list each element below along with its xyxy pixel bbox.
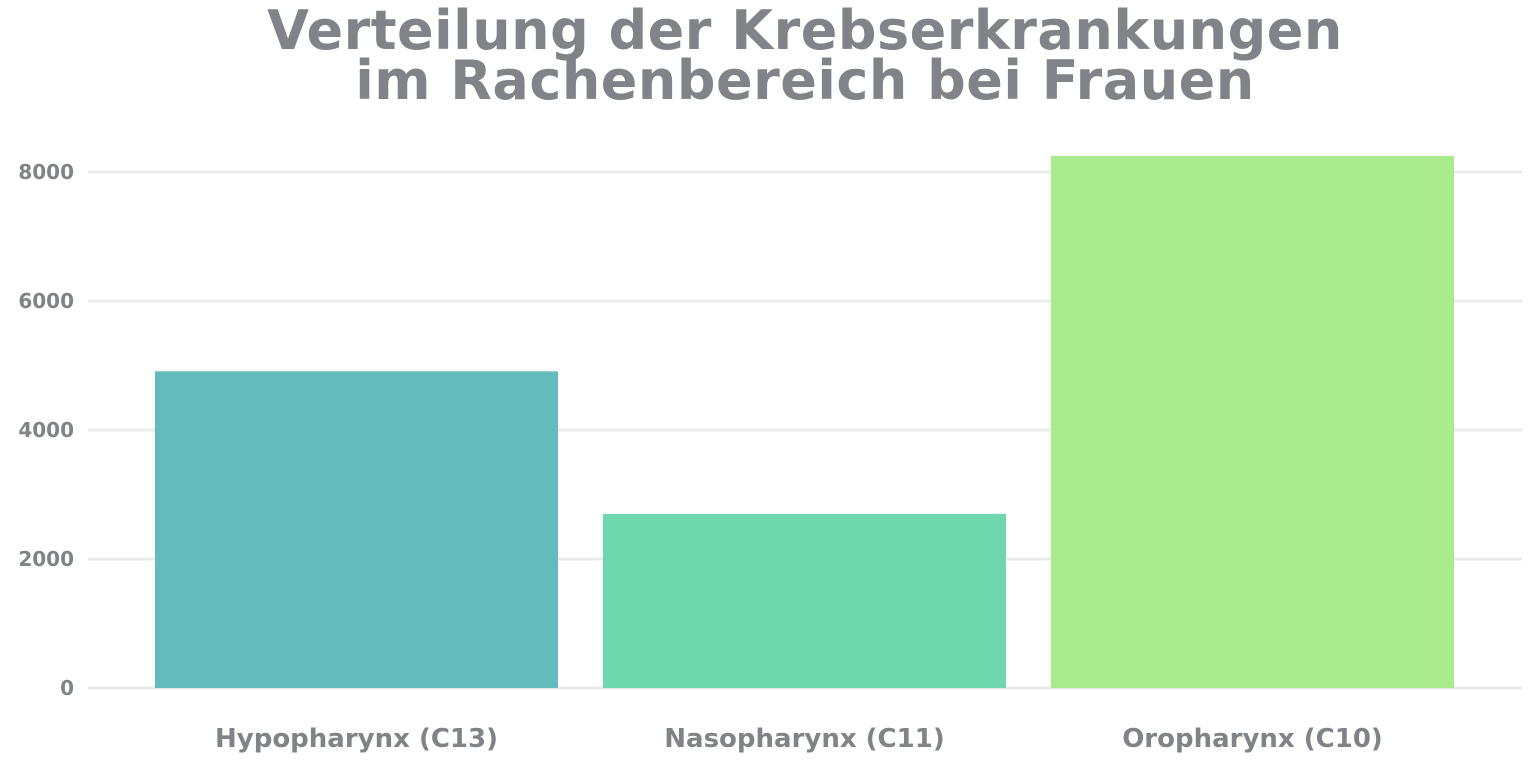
bar-2 bbox=[603, 513, 1006, 688]
y-tick-label-4000: 4000 bbox=[18, 418, 74, 442]
x-category-label-1: Hypopharynx (C13) bbox=[215, 724, 498, 754]
x-category-label-2: Nasopharynx (C11) bbox=[664, 724, 944, 754]
x-category-label-3: Oropharynx (C10) bbox=[1122, 724, 1383, 754]
bar-3 bbox=[1051, 155, 1454, 688]
chart-title: Verteilung der Krebserkrankungen im Rach… bbox=[0, 0, 1536, 112]
y-tick-label-2000: 2000 bbox=[18, 547, 74, 571]
chart-title-line-1: Verteilung der Krebserkrankungen bbox=[267, 0, 1343, 62]
bar-1 bbox=[155, 371, 558, 688]
y-tick-label-6000: 6000 bbox=[18, 289, 74, 313]
y-tick-label-0: 0 bbox=[60, 676, 74, 700]
y-tick-label-8000: 8000 bbox=[18, 160, 74, 184]
chart-title-line-2: im Rachenbereich bei Frauen bbox=[355, 49, 1255, 112]
